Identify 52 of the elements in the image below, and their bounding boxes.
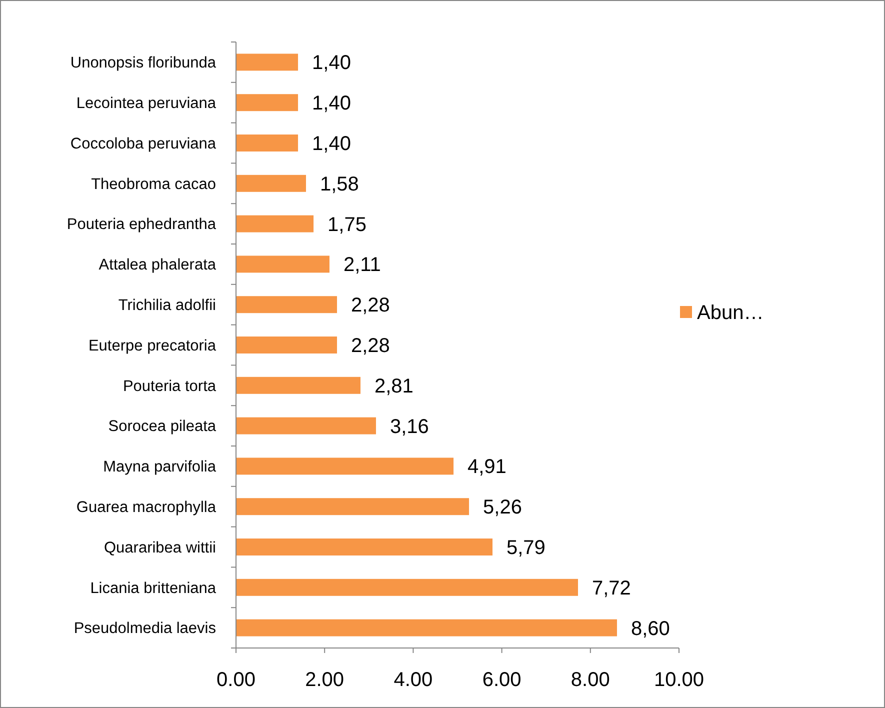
bar bbox=[236, 134, 298, 152]
bar bbox=[236, 296, 338, 314]
y-tick-label: Coccoloba peruviana bbox=[70, 135, 216, 152]
x-tick-label: 4.00 bbox=[394, 669, 433, 691]
y-tick-label: Trichilia adolfii bbox=[118, 297, 216, 314]
data-label: 7,72 bbox=[592, 577, 631, 600]
x-tick-label: 8.00 bbox=[570, 669, 610, 691]
y-tick-label: Unonopsis floribunda bbox=[70, 54, 216, 72]
y-tick-label: Theobroma cacao bbox=[91, 176, 216, 193]
y-tick-label: Euterpe precatoria bbox=[88, 337, 216, 354]
bar bbox=[236, 458, 454, 475]
bar bbox=[236, 619, 617, 636]
x-tick-label: 0.00 bbox=[216, 669, 256, 691]
bar bbox=[236, 538, 492, 556]
bar bbox=[236, 215, 314, 232]
y-tick-label: Attalea phalerata bbox=[98, 256, 216, 274]
legend-label: Abun… bbox=[697, 302, 764, 324]
data-label: 2,28 bbox=[351, 335, 390, 357]
data-label: 8,60 bbox=[630, 618, 670, 640]
bar bbox=[236, 256, 330, 273]
data-label: 1,40 bbox=[312, 52, 351, 74]
data-label: 2,11 bbox=[343, 254, 381, 276]
y-tick-label: Sorocea pileata bbox=[108, 418, 216, 436]
data-label: 3,16 bbox=[390, 416, 429, 438]
x-tick-label: 10.00 bbox=[654, 669, 704, 691]
y-tick-label: Lecointea peruviana bbox=[76, 95, 216, 112]
x-tick-label: 2.00 bbox=[305, 669, 344, 691]
data-label: 4,91 bbox=[468, 456, 506, 478]
y-tick-label: Mayna parvifolia bbox=[103, 458, 216, 476]
data-label: 5,26 bbox=[483, 496, 522, 519]
bar bbox=[236, 174, 306, 192]
data-label: 2,28 bbox=[351, 294, 390, 317]
data-label: 1,75 bbox=[328, 214, 366, 236]
data-label: 1,58 bbox=[320, 173, 359, 196]
y-tick-label: Pouteria torta bbox=[122, 378, 216, 395]
bar bbox=[236, 376, 360, 394]
y-tick-label: Guarea macrophylla bbox=[76, 499, 216, 516]
data-label: 1,40 bbox=[312, 92, 351, 115]
bar bbox=[236, 578, 578, 596]
y-tick-label: Pouteria ephedrantha bbox=[66, 216, 216, 234]
bar bbox=[236, 417, 376, 434]
bar bbox=[236, 54, 298, 71]
x-tick-label: 6.00 bbox=[482, 669, 522, 691]
bar bbox=[236, 94, 298, 112]
y-tick-label: Quararibea wittii bbox=[104, 539, 216, 556]
data-label: 5,79 bbox=[506, 537, 546, 559]
data-label: 2,81 bbox=[374, 375, 414, 398]
bar bbox=[236, 336, 338, 354]
y-tick-label: Pseudolmedia laevis bbox=[74, 620, 216, 638]
data-label: 1,40 bbox=[312, 133, 351, 155]
bar bbox=[236, 498, 470, 516]
y-tick-label: Licania britteniana bbox=[90, 580, 216, 597]
